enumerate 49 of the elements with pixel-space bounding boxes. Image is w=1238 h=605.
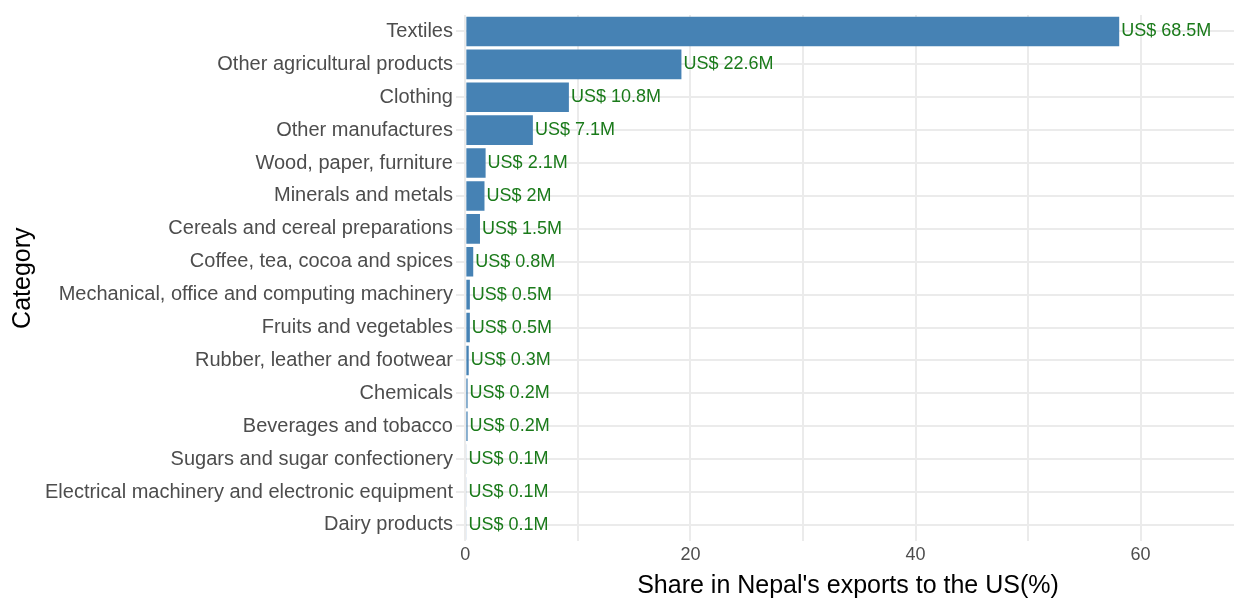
bar xyxy=(466,181,485,211)
y-tick-label: Mechanical, office and computing machinery xyxy=(58,282,453,305)
y-tick-label: Rubber, leather and footwear xyxy=(195,347,454,370)
data-label: US$ 0.1M xyxy=(468,513,549,534)
x-tick-label: 60 xyxy=(1130,544,1151,565)
data-label: US$ 22.6M xyxy=(683,53,774,74)
bar xyxy=(466,115,533,145)
data-label: US$ 7.1M xyxy=(534,119,615,140)
data-label: US$ 0.1M xyxy=(468,448,549,469)
y-tick-label: Minerals and metals xyxy=(274,183,453,206)
y-tick-label: Other manufactures xyxy=(276,117,453,140)
y-tick-label: Coffee, tea, cocoa and spices xyxy=(189,249,453,272)
data-label: US$ 0.8M xyxy=(475,250,556,271)
data-label: US$ 2M xyxy=(486,184,552,205)
y-tick-label: Textiles xyxy=(386,18,453,41)
data-label: US$ 0.5M xyxy=(471,283,552,304)
data-label: US$ 10.8M xyxy=(570,86,661,107)
y-tick-label: Chemicals xyxy=(359,380,453,403)
x-tick-label: 0 xyxy=(460,544,471,565)
y-tick-label: Beverages and tobacco xyxy=(242,413,453,436)
y-tick-label: Electrical machinery and electronic equipment xyxy=(44,479,454,502)
bar xyxy=(466,148,486,178)
bar xyxy=(466,82,569,113)
y-tick-label: Clothing xyxy=(379,84,453,107)
y-tick-label: Sugars and sugar confectionery xyxy=(170,446,453,469)
x-axis-title: Share in Nepal's exports to the US(%) xyxy=(637,569,1059,598)
data-label: US$ 1.5M xyxy=(481,217,563,238)
data-label: US$ 0.5M xyxy=(471,316,552,337)
y-tick-label: Dairy products xyxy=(324,512,453,535)
data-label: US$ 0.3M xyxy=(470,349,551,370)
bar xyxy=(466,312,470,343)
bar xyxy=(466,49,682,80)
bar xyxy=(466,279,470,310)
bar xyxy=(466,16,1120,47)
y-axis-title: Category xyxy=(6,226,35,329)
bar xyxy=(466,214,480,244)
data-label: US$ 2.1M xyxy=(487,152,568,173)
x-tick-label: 20 xyxy=(680,544,701,565)
data-label: US$ 0.1M xyxy=(468,481,549,502)
y-tick-label: Wood, paper, furniture xyxy=(255,150,453,173)
bar xyxy=(466,345,469,376)
y-tick-label: Cereals and cereal preparations xyxy=(168,216,453,239)
y-tick-label: Other agricultural products xyxy=(217,51,453,74)
data-label: US$ 0.2M xyxy=(469,415,550,436)
data-label: US$ 68.5M xyxy=(1121,20,1212,41)
y-tick-label: Fruits and vegetables xyxy=(261,315,453,338)
data-label: US$ 0.2M xyxy=(469,382,550,403)
bar xyxy=(466,246,474,277)
x-tick-label: 40 xyxy=(905,544,926,565)
